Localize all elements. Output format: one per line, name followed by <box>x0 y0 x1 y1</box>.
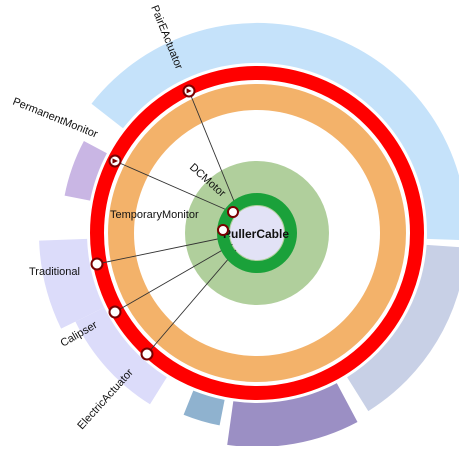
marker-electricactuator[interactable] <box>142 349 153 360</box>
marker-temporarymonitor[interactable] <box>218 225 228 235</box>
marker-dcmotor[interactable] <box>228 207 238 217</box>
label-permanentmonitor: PermanentMonitor <box>11 96 100 141</box>
label-traditional: Traditional <box>29 266 80 278</box>
marker-permanentmonitor[interactable] <box>110 156 121 167</box>
marker-pairactuator[interactable] <box>184 86 195 97</box>
marker-traditional[interactable] <box>92 259 103 270</box>
marker-calipser[interactable] <box>110 307 121 318</box>
label-temporarymonitor: TemporaryMonitor <box>110 209 199 221</box>
outer-arc-steel-blue <box>184 391 225 426</box>
label-electricactuator: ElectricActuator <box>75 366 136 432</box>
center-node-label: PullerCable <box>223 227 289 241</box>
